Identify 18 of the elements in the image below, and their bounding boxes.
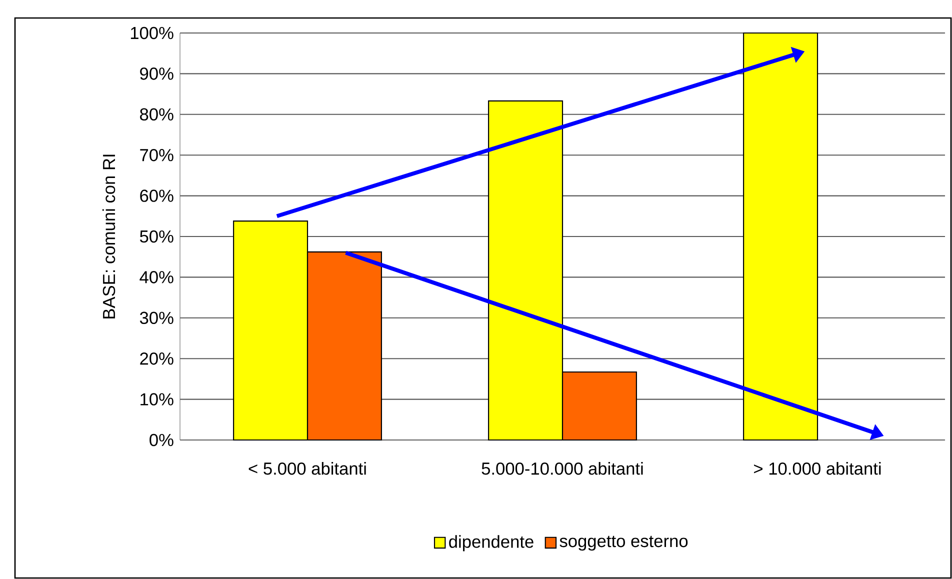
y-tick-label: 100% xyxy=(130,26,174,40)
x-tick-label: < 5.000 abitanti xyxy=(248,462,366,475)
y-tick-label: 40% xyxy=(140,271,174,284)
y-axis-title: BASE: comuni con RI xyxy=(102,154,116,318)
y-tick-label: 80% xyxy=(140,108,174,121)
x-tick-label: > 10.000 abitanti xyxy=(754,462,881,475)
y-tick-label: 90% xyxy=(140,68,174,80)
y-tick-label: 60% xyxy=(140,190,174,202)
y-tick-label: 50% xyxy=(140,230,174,243)
y-tick-label: 10% xyxy=(140,393,174,406)
legend-label: soggetto esterno xyxy=(560,536,688,551)
y-tick-label: 70% xyxy=(140,148,174,162)
y-tick-label: 20% xyxy=(140,352,174,365)
x-tick-label: 5.000-10.000 abitanti xyxy=(482,462,643,475)
y-tick-label: 0% xyxy=(150,434,174,446)
bar xyxy=(743,32,818,441)
y-tick-label: 30% xyxy=(140,312,174,324)
legend-label: dipendente xyxy=(449,535,534,552)
